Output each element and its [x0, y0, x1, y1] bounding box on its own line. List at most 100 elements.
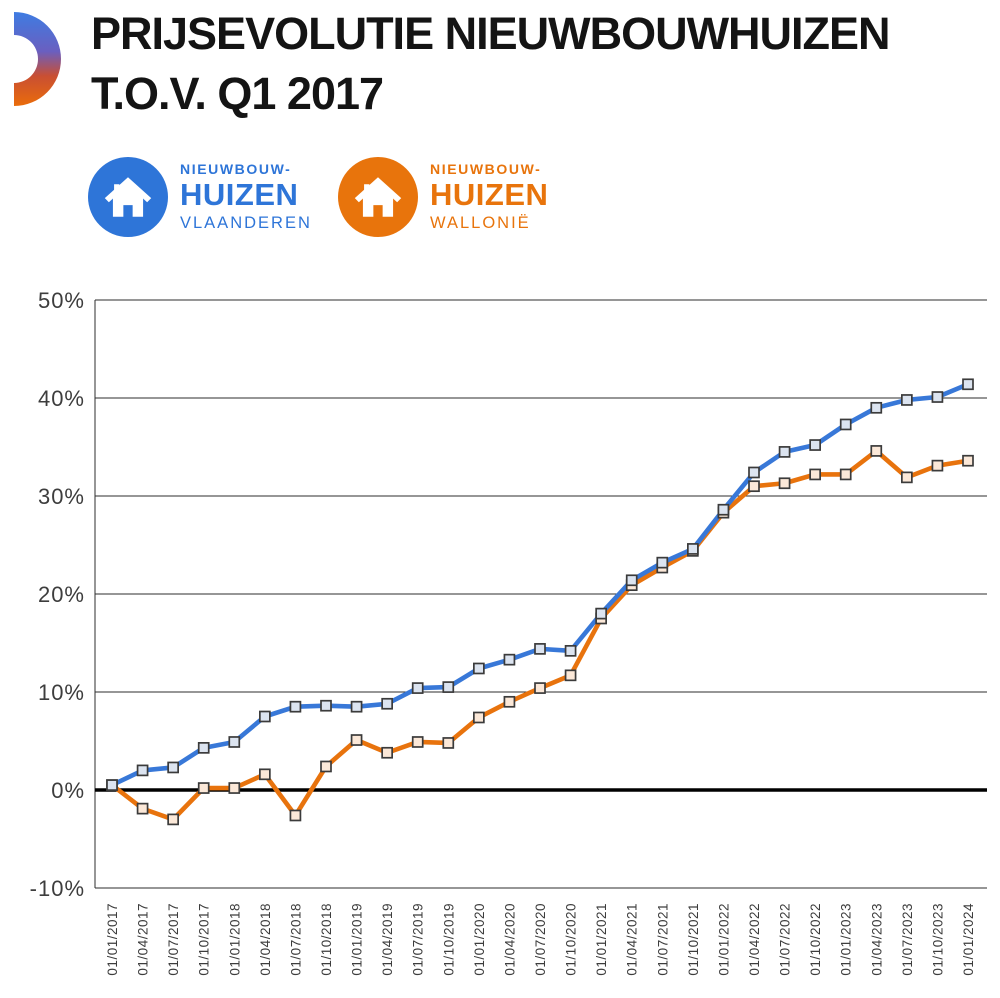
data-point-marker — [809, 468, 821, 481]
x-axis-tick-label: 01/10/2019 — [441, 903, 456, 976]
logo-half-donut-icon — [14, 12, 61, 106]
x-axis-tick-label: 01/04/2017 — [136, 903, 151, 976]
data-point-marker — [320, 699, 332, 712]
data-point-marker — [259, 710, 271, 723]
x-axis-tick-label: 01/07/2017 — [166, 903, 181, 976]
y-axis-tick-label: 0% — [51, 778, 85, 803]
x-axis-tick-label: 01/01/2020 — [472, 903, 487, 976]
x-axis-tick-label: 01/04/2022 — [747, 903, 762, 976]
legend-vlaanderen-line1: NIEUWBOUW- — [180, 160, 292, 177]
page-title-line2: T.O.V. Q1 2017 — [91, 67, 384, 119]
data-point-marker — [350, 734, 363, 746]
y-axis-tick-label: -10% — [30, 876, 85, 901]
x-axis-tick-label: 01/07/2020 — [533, 903, 548, 976]
data-point-marker — [289, 809, 302, 822]
data-point-marker — [901, 471, 913, 484]
data-point-marker — [197, 742, 210, 754]
data-point-marker — [595, 607, 607, 620]
data-point-marker — [534, 643, 546, 655]
data-point-marker — [411, 682, 424, 694]
data-point-marker — [656, 556, 669, 569]
legend-circle-wallonie — [338, 157, 418, 237]
data-point-marker — [167, 813, 179, 826]
x-axis-tick-label: 01/04/2021 — [625, 903, 640, 976]
data-point-marker — [778, 477, 791, 490]
data-point-marker — [289, 700, 302, 713]
data-point-marker — [473, 662, 485, 675]
legend-vlaanderen-line3: VLAANDEREN — [180, 213, 312, 232]
legend-item-wallonie: NIEUWBOUW- HUIZEN WALLONIË — [338, 157, 548, 237]
y-axis-tick-label: 50% — [38, 288, 85, 313]
house-icon — [104, 177, 152, 217]
data-point-marker — [901, 394, 913, 406]
data-point-marker — [136, 802, 149, 815]
x-axis-tick-label: 01/10/2022 — [808, 903, 823, 976]
data-point-marker — [136, 764, 149, 777]
page-title: PRIJSEVOLUTIE NIEUWBOUWHUIZEN T.O.V. Q1 … — [91, 4, 991, 124]
x-axis-tick-label: 01/07/2021 — [655, 903, 670, 976]
data-point-marker — [931, 459, 944, 472]
data-point-marker — [778, 446, 791, 458]
x-axis-tick-label: 01/01/2021 — [594, 903, 609, 976]
data-point-marker — [167, 761, 179, 774]
data-point-marker — [748, 480, 760, 493]
x-axis-tick-label: 01/10/2023 — [930, 903, 945, 976]
series-line-wallonie — [109, 448, 971, 822]
x-axis-tick-label: 01/04/2023 — [869, 903, 884, 976]
data-point-marker — [809, 439, 821, 451]
x-axis-tick-label: 01/01/2024 — [961, 903, 976, 976]
data-point-marker — [534, 682, 546, 694]
legend-wallonie-line2: HUIZEN — [430, 177, 549, 213]
data-point-marker — [503, 653, 516, 666]
data-point-marker — [442, 681, 455, 693]
legend-item-vlaanderen: NIEUWBOUW- HUIZEN VLAANDEREN — [88, 157, 312, 237]
x-axis-tick-label: 01/07/2022 — [778, 903, 793, 976]
data-point-marker — [381, 697, 393, 710]
data-point-marker — [931, 391, 944, 403]
data-point-marker — [320, 760, 332, 773]
data-point-marker — [350, 700, 363, 713]
legend-circle-vlaanderen — [88, 157, 168, 237]
x-axis-tick-label: 01/04/2020 — [502, 903, 517, 976]
series-line-vlaanderen — [109, 381, 971, 788]
x-axis-tick-label: 01/01/2018 — [227, 903, 242, 976]
x-axis-tick-label: 01/01/2023 — [839, 903, 854, 976]
data-point-marker — [870, 445, 883, 457]
data-point-marker — [473, 711, 485, 724]
data-point-marker — [625, 574, 638, 587]
y-axis-tick-label: 10% — [38, 680, 85, 705]
data-point-marker — [564, 644, 577, 657]
data-point-marker — [228, 736, 241, 748]
y-axis-tick-label: 40% — [38, 386, 85, 411]
x-axis-tick-label: 01/10/2020 — [564, 903, 579, 976]
data-point-marker — [962, 378, 974, 391]
data-point-marker — [748, 466, 760, 479]
data-point-marker — [839, 418, 852, 431]
x-axis-tick-label: 01/04/2018 — [258, 903, 273, 976]
data-point-marker — [870, 401, 883, 414]
data-point-marker — [228, 782, 241, 794]
legend-wallonie-line3: WALLONIË — [430, 213, 531, 232]
x-axis-tick-label: 01/04/2019 — [380, 903, 395, 976]
data-point-marker — [717, 503, 730, 516]
data-point-marker — [839, 468, 852, 481]
data-point-marker — [411, 736, 424, 748]
x-axis-tick-label: 01/01/2022 — [716, 903, 731, 976]
x-axis-tick-label: 01/07/2023 — [900, 903, 915, 976]
data-point-marker — [381, 746, 393, 759]
data-point-marker — [442, 737, 455, 749]
x-axis-tick-label: 01/07/2019 — [411, 903, 426, 976]
y-axis-tick-label: 20% — [38, 582, 85, 607]
data-point-marker — [962, 454, 974, 467]
data-point-marker — [503, 695, 516, 708]
x-axis-tick-label: 01/10/2018 — [319, 903, 334, 976]
page-title-line1: PRIJSEVOLUTIE NIEUWBOUWHUIZEN — [91, 8, 891, 59]
house-icon — [354, 177, 402, 217]
x-axis-tick-label: 01/07/2018 — [288, 903, 303, 976]
data-point-marker — [564, 669, 577, 682]
data-point-marker — [106, 779, 118, 791]
x-axis-tick-label: 01/01/2019 — [350, 903, 365, 976]
y-axis-tick-label: 30% — [38, 484, 85, 509]
legend-wallonie-line1: NIEUWBOUW- — [430, 160, 542, 177]
